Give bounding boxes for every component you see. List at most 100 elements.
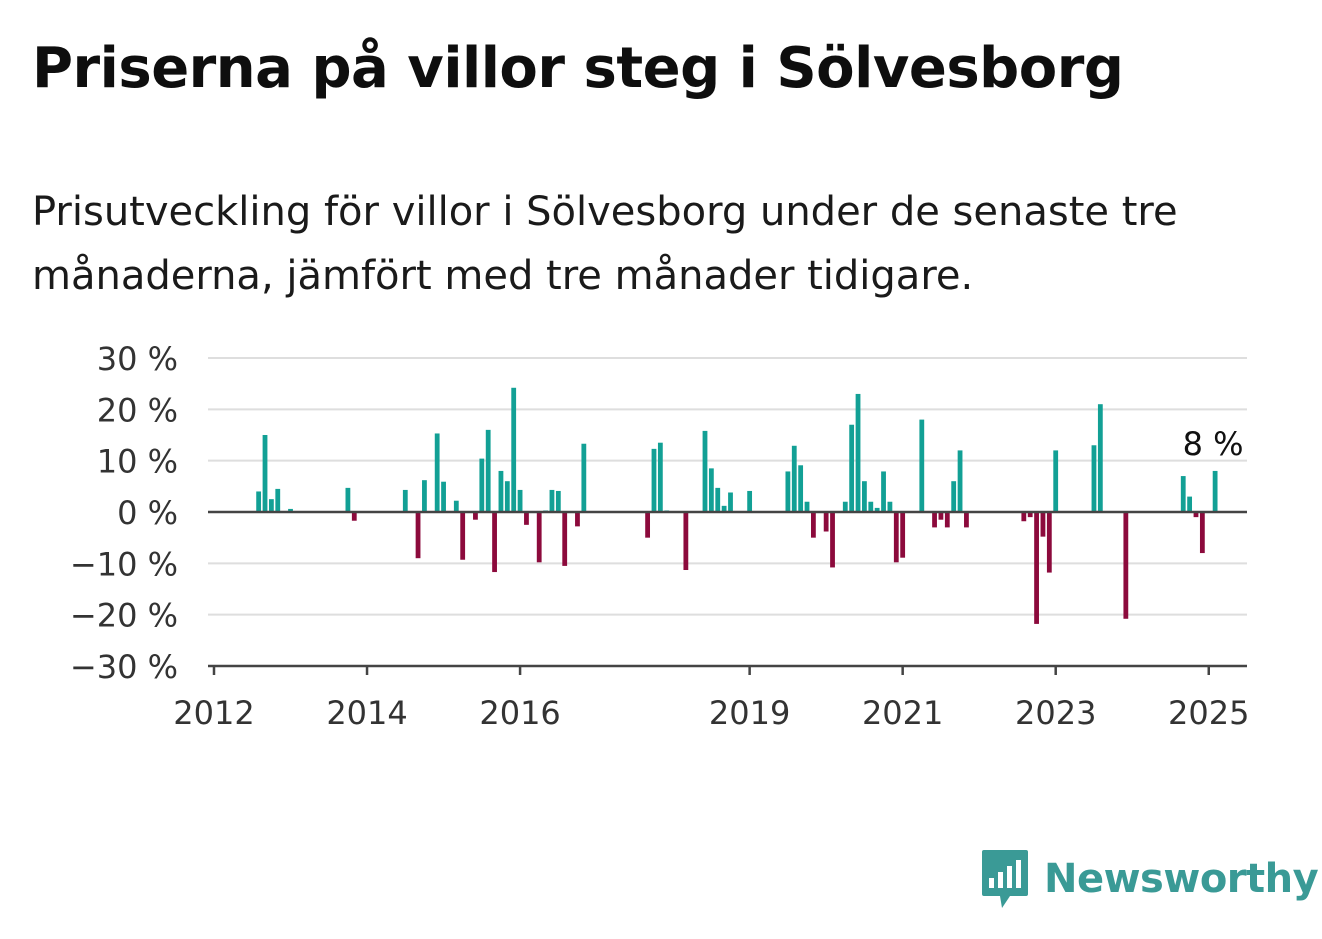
bar bbox=[581, 443, 587, 512]
bar bbox=[536, 512, 542, 563]
bar bbox=[881, 471, 886, 512]
bar bbox=[473, 512, 478, 520]
bar bbox=[1097, 404, 1103, 512]
bar bbox=[504, 481, 510, 512]
bar bbox=[702, 430, 708, 512]
bar bbox=[434, 433, 440, 512]
bar bbox=[511, 387, 517, 512]
bar bbox=[485, 429, 491, 512]
bar bbox=[1180, 476, 1186, 512]
bar bbox=[288, 508, 293, 512]
bar bbox=[1034, 512, 1039, 624]
bar bbox=[862, 481, 867, 512]
bar bbox=[268, 499, 274, 512]
x-tick-label: 2025 bbox=[1168, 694, 1249, 732]
bar bbox=[262, 435, 268, 512]
bar bbox=[1123, 512, 1129, 619]
bar bbox=[345, 487, 351, 512]
bar bbox=[562, 512, 568, 566]
bar bbox=[1046, 512, 1052, 573]
y-tick-label: −20 % bbox=[70, 597, 178, 635]
y-tick-labels: 30 % 20 % 10 % 0 % −10 % −20 % −30 % bbox=[70, 340, 178, 686]
bar bbox=[657, 442, 663, 512]
y-tick-label: −30 % bbox=[70, 648, 178, 686]
bar bbox=[785, 471, 791, 512]
bar bbox=[887, 501, 893, 512]
bar bbox=[708, 468, 714, 512]
bars bbox=[256, 387, 1218, 624]
x-tick-label: 2023 bbox=[1015, 694, 1096, 732]
bar bbox=[1053, 450, 1059, 512]
bar bbox=[868, 501, 874, 512]
y-tick-label: 30 % bbox=[97, 340, 178, 378]
bar bbox=[415, 512, 421, 559]
y-tick-label: 10 % bbox=[97, 443, 178, 481]
bar bbox=[823, 512, 829, 532]
bar bbox=[1193, 512, 1199, 518]
bar bbox=[256, 491, 262, 512]
x-tick-label: 2021 bbox=[862, 694, 943, 732]
bar bbox=[804, 501, 810, 512]
newsworthy-logo-icon bbox=[982, 850, 1028, 908]
x-tick-label: 2014 bbox=[326, 694, 407, 732]
bar bbox=[460, 512, 466, 560]
bar bbox=[492, 512, 497, 573]
bar bbox=[830, 512, 835, 568]
bar bbox=[524, 512, 529, 525]
bar bbox=[810, 512, 816, 538]
bar bbox=[957, 450, 963, 512]
x-tick-label: 2012 bbox=[173, 694, 254, 732]
x-tick-labels: 2012 2014 2016 2019 2021 2023 2025 bbox=[173, 666, 1249, 732]
bar bbox=[498, 470, 504, 512]
x-tick-label: 2016 bbox=[479, 694, 560, 732]
chart-title: Priserna på villor steg i Sölvesborg bbox=[32, 36, 1124, 101]
newsworthy-brand: Newsworthy bbox=[980, 848, 1319, 910]
brand-name: Newsworthy bbox=[1044, 856, 1319, 902]
bar bbox=[747, 490, 753, 512]
chart-subtitle: Prisutveckling för villor i Sölvesborg u… bbox=[32, 189, 1178, 299]
bar bbox=[855, 393, 861, 512]
x-tick-label: 2019 bbox=[709, 694, 790, 732]
bar bbox=[575, 512, 580, 527]
bar bbox=[944, 512, 950, 528]
bar bbox=[964, 512, 969, 528]
bar bbox=[721, 505, 727, 512]
bar bbox=[645, 512, 651, 538]
bar bbox=[938, 512, 944, 520]
bar bbox=[874, 507, 880, 512]
bar bbox=[517, 489, 523, 512]
bar bbox=[441, 481, 446, 512]
bar bbox=[932, 512, 937, 528]
bar bbox=[900, 512, 906, 558]
bar bbox=[479, 458, 485, 512]
last-value-label: 8 % bbox=[1183, 425, 1244, 463]
bar-chart: 30 %20 %10 %0 %−10 %−20 %−30 % 2012 2014 2… bbox=[70, 340, 1250, 732]
bar bbox=[849, 424, 855, 512]
y-tick-label: −10 % bbox=[70, 545, 178, 583]
bar bbox=[549, 489, 555, 512]
bar bbox=[728, 492, 733, 512]
bar bbox=[791, 445, 797, 512]
y-tick-label: 20 % bbox=[97, 391, 178, 429]
bar bbox=[798, 465, 804, 512]
bar bbox=[1187, 496, 1193, 512]
bar bbox=[1021, 512, 1027, 522]
bar bbox=[453, 500, 459, 512]
bar bbox=[1027, 512, 1033, 518]
bar bbox=[402, 489, 408, 512]
bar bbox=[715, 487, 721, 512]
bar bbox=[422, 480, 427, 512]
bar bbox=[351, 512, 357, 521]
bar bbox=[1040, 512, 1046, 537]
bar bbox=[893, 512, 899, 563]
bar bbox=[919, 419, 925, 512]
bar bbox=[683, 512, 689, 571]
bar bbox=[275, 488, 281, 512]
bar bbox=[1091, 445, 1097, 512]
bar bbox=[651, 448, 657, 512]
bar bbox=[1199, 512, 1205, 554]
bar bbox=[555, 490, 561, 512]
bar bbox=[1212, 470, 1218, 512]
y-tick-label: 0 % bbox=[117, 494, 178, 532]
bar bbox=[951, 481, 957, 512]
